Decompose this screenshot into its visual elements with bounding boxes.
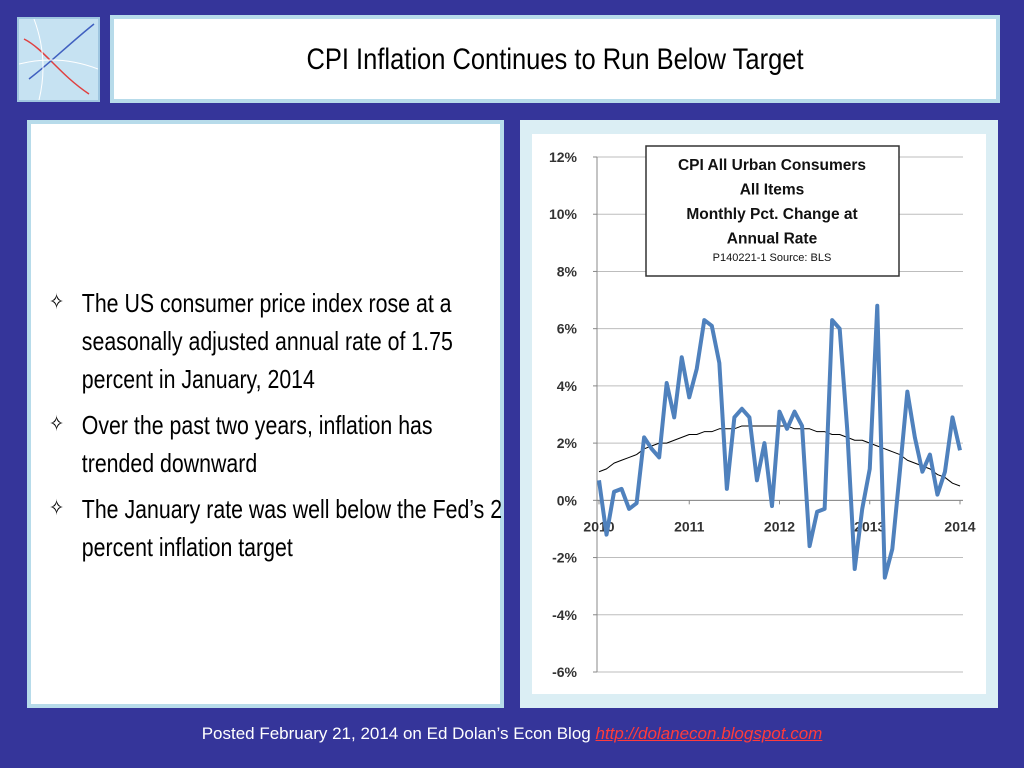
y-tick-label: 6% — [557, 321, 578, 337]
logo — [17, 17, 100, 102]
chart-title: Annual Rate — [727, 231, 818, 248]
bullet-list: The US consumer price index rose at a se… — [49, 284, 508, 574]
x-tick-label: 2014 — [944, 518, 975, 534]
y-tick-label: 0% — [557, 492, 578, 508]
title-box: CPI Inflation Continues to Run Below Tar… — [110, 15, 1000, 103]
footer-text: Posted February 21, 2014 on Ed Dolan’s E… — [201, 724, 591, 743]
text-box: The US consumer price index rose at a se… — [27, 120, 504, 708]
y-tick-label: -6% — [552, 664, 577, 680]
y-tick-label: -2% — [552, 550, 577, 566]
bullet: The US consumer price index rose at a se… — [49, 284, 508, 398]
footer: Posted February 21, 2014 on Ed Dolan’s E… — [0, 724, 1024, 744]
chart: -6%-4%-2%0%2%4%6%8%10%12%2010 2011 2012 201… — [532, 134, 986, 694]
logo-art — [18, 18, 99, 101]
chart-source: P140221-1 Source: BLS — [713, 252, 832, 264]
y-tick-label: 8% — [557, 263, 578, 279]
bullet: Over the past two years, inflation has t… — [49, 406, 508, 482]
x-tick-label: 2011 — [674, 518, 705, 534]
y-tick-label: -4% — [552, 607, 577, 623]
chart-title-box — [645, 145, 900, 277]
y-tick-label: 12% — [549, 149, 578, 165]
y-tick-label: 10% — [549, 206, 578, 222]
y-tick-label: 4% — [557, 378, 578, 394]
chart-panel: -6% -4% -2% 0% 2% 4% 6% 8% 10% 12% 2010 2011 2012 201… — [520, 120, 998, 708]
chart-title: CPI All Urban Consumers — [678, 157, 866, 174]
bullet: The January rate was well below the Fed’… — [49, 490, 508, 566]
y-tick-label: 2% — [557, 435, 578, 451]
slide-title: CPI Inflation Continues to Run Below Tar… — [306, 43, 804, 76]
x-tick-label: 2012 — [764, 518, 795, 534]
chart-title: All Items — [740, 182, 805, 199]
footer-link[interactable]: http://dolanecon.blogspot.com — [595, 724, 823, 743]
chart-title: Monthly Pct. Change at — [686, 206, 857, 223]
data-line — [597, 303, 962, 580]
